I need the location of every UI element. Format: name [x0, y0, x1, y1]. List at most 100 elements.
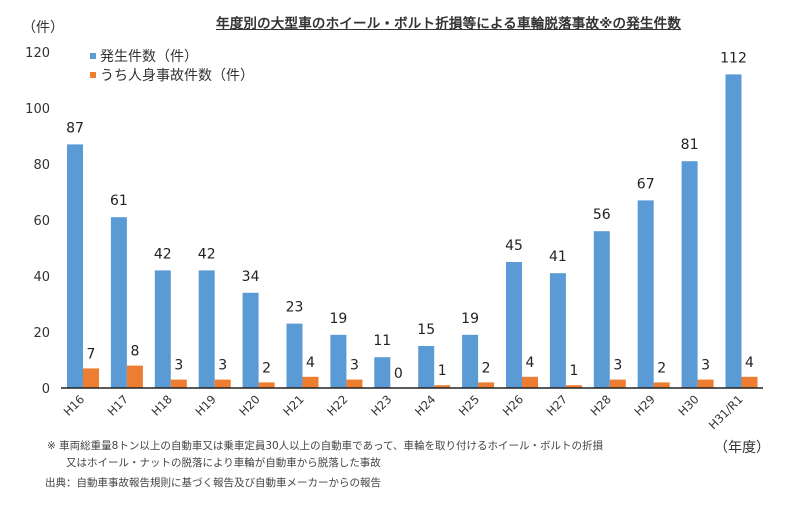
bar-injury [214, 379, 231, 388]
data-label-injury: 2 [657, 360, 666, 376]
data-label-injury: 2 [262, 360, 271, 376]
bar-injury [258, 382, 275, 388]
x-tick-label: H20 [236, 392, 262, 418]
data-label-injury: 3 [174, 358, 183, 374]
data-label-injury: 1 [569, 363, 578, 379]
data-label-injury: 4 [526, 355, 535, 371]
bar-injury [346, 379, 363, 388]
data-label-total: 11 [373, 333, 391, 349]
x-tick-label: H19 [192, 392, 218, 418]
data-label-total: 87 [66, 120, 84, 136]
legend-label-injury: うち人身事故件数（件） [100, 67, 254, 84]
bar-injury [434, 385, 451, 388]
data-label-injury: 3 [613, 358, 622, 374]
bar-total [242, 292, 259, 388]
y-axis-label: （件） [22, 20, 64, 36]
y-tick-label: 20 [33, 326, 50, 341]
bar-injury [478, 382, 495, 388]
data-label-injury: 3 [701, 358, 710, 374]
bar-injury [741, 376, 758, 388]
bar-injury [83, 368, 99, 388]
x-tick-label: H29 [631, 392, 657, 418]
data-label-total: 61 [110, 193, 128, 209]
data-label-total: 34 [242, 269, 260, 285]
bar-total [154, 270, 171, 388]
bar-total [330, 334, 347, 388]
x-tick-label: H18 [149, 392, 175, 418]
bar-injury [170, 379, 187, 388]
x-axis-labels: H16 H17 H18 H19 H20 H21 H22 H23 H24 H25 H26 H27 H28 H… [61, 392, 746, 432]
legend-item-total: 発生件数（件） [90, 46, 254, 65]
y-tick-label: 0 [42, 382, 50, 397]
bar-total [549, 273, 566, 388]
bar-total [593, 231, 610, 388]
data-label-injury: 4 [306, 355, 315, 371]
data-label-total: 42 [198, 246, 216, 262]
legend: 発生件数（件） うち人身事故件数（件） [90, 46, 254, 84]
bar-injury [126, 365, 143, 388]
bar-injury [522, 376, 538, 388]
legend-swatch-orange [90, 71, 96, 78]
x-tick-label: H22 [324, 392, 350, 418]
x-tick-label: H26 [500, 392, 526, 418]
footnote-line-1: ※ 車両総重量8トン以上の自動車又は乗車定員30人以上の自動車であって、車輪を取… [47, 440, 604, 452]
bar-injury [653, 382, 670, 388]
data-label-total: 23 [286, 300, 304, 316]
data-label-total: 112 [720, 50, 747, 66]
bar-total [418, 346, 435, 388]
bar-total [637, 200, 654, 388]
bar-total [374, 357, 391, 388]
bar-total [506, 262, 522, 388]
x-tick-label: H27 [544, 392, 570, 418]
bar-injury [302, 376, 319, 388]
x-tick-label: H16 [61, 392, 87, 418]
bar-total [681, 161, 698, 388]
legend-label-total: 発生件数（件） [100, 48, 198, 65]
x-tick-label: H30 [675, 392, 701, 418]
data-label-total: 45 [505, 238, 523, 254]
x-tick-label: H24 [412, 392, 438, 418]
bar-injury [609, 379, 626, 388]
bar-total [725, 74, 742, 389]
x-tick-label: H25 [456, 392, 482, 418]
y-tick-label: 60 [33, 214, 50, 229]
data-label-total: 41 [549, 249, 567, 265]
bar-total [67, 144, 83, 388]
bar-total [286, 323, 303, 388]
x-tick-label: H21 [280, 392, 306, 418]
source-note: 出典：自動車事故報告規則に基づく報告及び自動車メーカーからの報告 [45, 477, 381, 489]
data-label-total: 67 [637, 176, 655, 192]
data-label-total: 15 [417, 322, 435, 338]
data-label-injury: 3 [350, 358, 359, 374]
footnote-line-2: 又はホイール・ナットの脱落により車輪が自動車から脱落した事故 [66, 457, 381, 469]
bar-injury [697, 379, 714, 388]
bars [67, 74, 758, 389]
data-label-total: 19 [329, 311, 347, 327]
data-label-injury: 4 [745, 355, 754, 371]
legend-swatch-blue [90, 52, 96, 59]
data-label-total: 81 [681, 137, 699, 153]
data-label-injury: 8 [130, 344, 139, 360]
x-tick-label: H23 [368, 392, 394, 418]
y-axis-ticks: 0 20 40 60 80 100 120 [25, 46, 50, 397]
data-label-injury: 3 [218, 358, 227, 374]
legend-item-injury: うち人身事故件数（件） [90, 65, 254, 84]
x-tick-label: H28 [588, 392, 614, 418]
data-label-injury: 2 [482, 360, 491, 376]
data-label-total: 19 [461, 311, 479, 327]
chart-title: 年度別の大型車のホイール・ボルト折損等による車輪脱落事故※の発生件数 [216, 16, 682, 32]
data-label-injury: 0 [394, 366, 403, 382]
bar-total [110, 217, 127, 388]
data-label-total: 42 [154, 246, 172, 262]
x-tick-label: H31/R1 [706, 392, 746, 432]
x-tick-label: H17 [105, 392, 131, 418]
bar-total [198, 270, 215, 388]
y-tick-label: 40 [33, 270, 50, 285]
y-tick-label: 100 [25, 102, 50, 117]
x-axis-label: （年度） [714, 440, 770, 456]
data-label-injury: 7 [87, 346, 96, 362]
bar-total [462, 334, 479, 388]
y-tick-label: 80 [33, 158, 50, 173]
y-tick-label: 120 [25, 46, 50, 61]
